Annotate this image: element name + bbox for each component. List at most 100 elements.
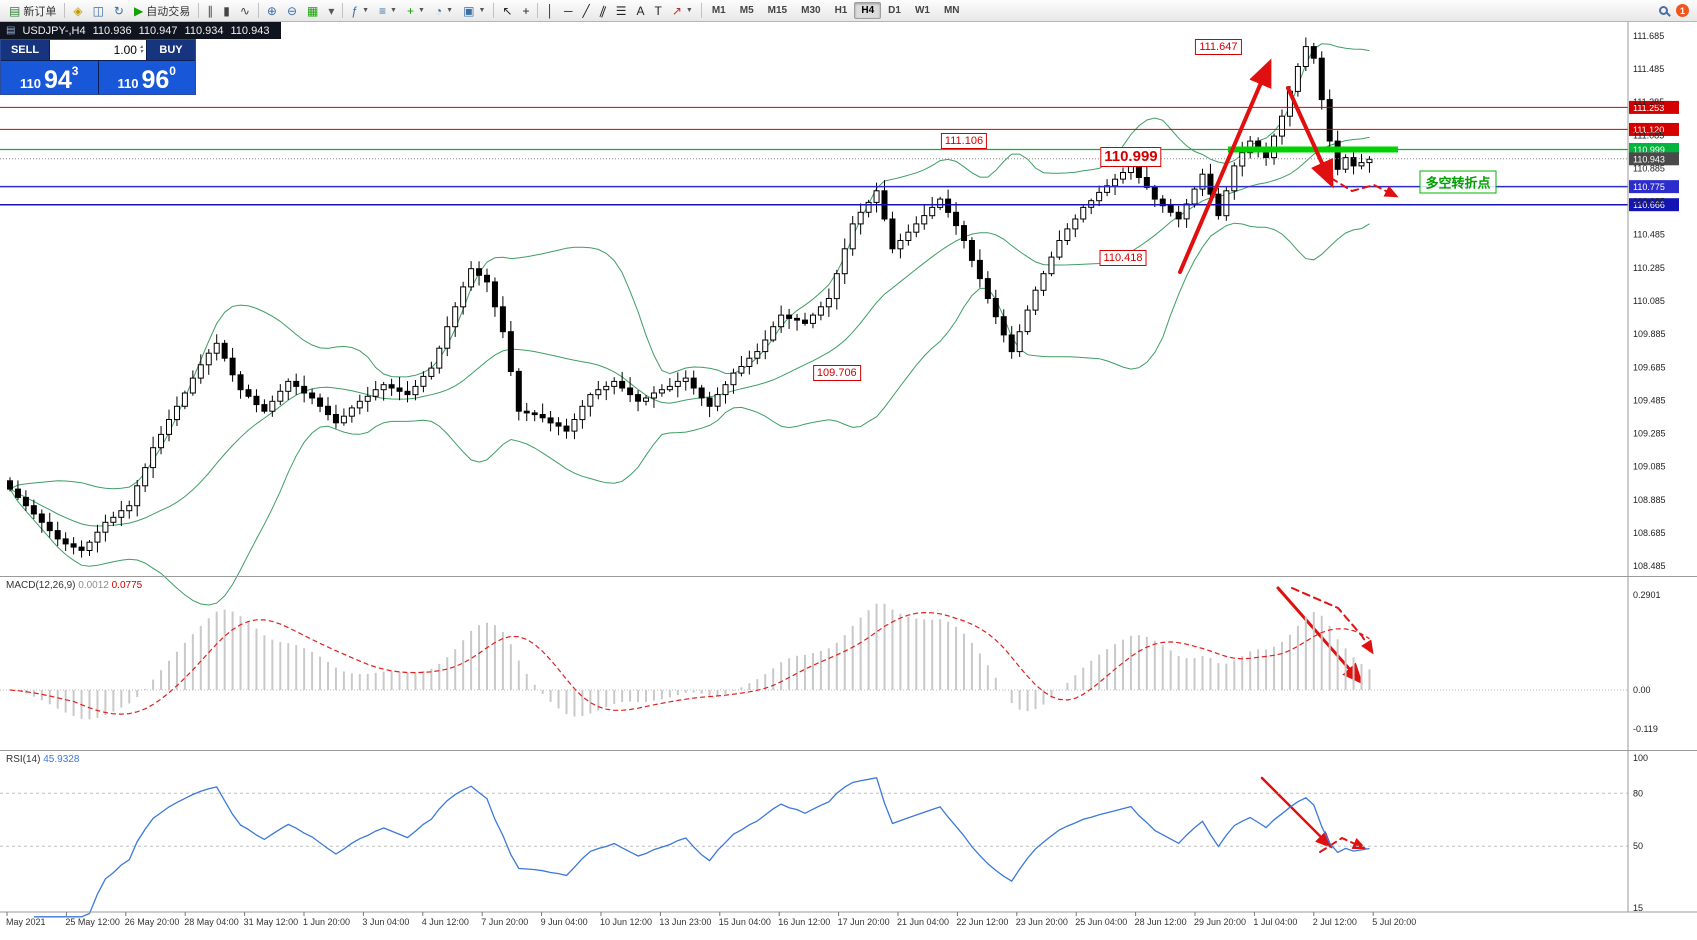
candlestick-chart-type-button[interactable]: ▮ xyxy=(218,2,235,20)
spinner-down-icon[interactable]: ▾ xyxy=(139,49,143,55)
timeframe-m5[interactable]: M5 xyxy=(739,5,754,16)
bar-chart-type-button[interactable]: ∥ xyxy=(202,2,218,20)
candle-body xyxy=(1231,165,1238,192)
candle-body xyxy=(126,505,133,512)
chart-info-bar: ▤ USDJPY-,H4 110.936 110.947 110.934 110… xyxy=(0,22,282,39)
buy-price[interactable]: 110 96 0 xyxy=(97,61,195,94)
timeframe-h1[interactable]: H1 xyxy=(834,5,848,16)
trendline-button[interactable]: ╱ xyxy=(577,2,594,20)
candle-body xyxy=(1294,66,1301,92)
text-label-button[interactable]: T xyxy=(650,2,667,20)
sell-price[interactable]: 110 94 3 xyxy=(1,61,98,94)
history-center-button[interactable]: ◈ xyxy=(68,2,87,20)
trend-arrow[interactable] xyxy=(1319,836,1367,853)
macd-signal-value: 0.0775 xyxy=(111,580,143,591)
candlestick-chart-type-icon: ▮ xyxy=(223,3,230,18)
text-button[interactable]: A xyxy=(631,2,649,20)
sell-button[interactable]: SELL xyxy=(1,40,50,60)
time-axis-label: 29 Jun 20:00 xyxy=(1194,917,1246,927)
toolbar: ▤ 新订单 ◈ ◫ ↻ ▶ 自动交易 ∥ ▮ ∿ ⊕ ⊖ ▦ ▾ ƒ ▼ ≡ ▼ + ▼ ◔ ▼ ▣ ▼ ↖ + │ ─ ╱ ∥ ☰ A T ↗ ▼… xyxy=(0,0,1697,22)
arrows-button-caret-icon: ▼ xyxy=(685,7,693,14)
timeframe-m1[interactable]: M1 xyxy=(711,5,726,16)
candle-body xyxy=(7,480,13,490)
fibonacci-button[interactable]: ☰ xyxy=(611,2,632,20)
candle-body xyxy=(364,395,371,402)
candle-body xyxy=(833,273,840,300)
period-clock-button-caret-icon: ▼ xyxy=(446,7,454,14)
add-indicator-button[interactable]: + ▼ xyxy=(402,2,430,20)
timeframe-d1[interactable]: D1 xyxy=(888,5,901,16)
volume-input[interactable]: 1.00 ▴ ▾ xyxy=(50,40,146,60)
search-icon[interactable] xyxy=(1659,6,1668,15)
vertical-line-button[interactable]: │ xyxy=(541,2,559,20)
new-order-button[interactable]: ▤ 新订单 xyxy=(4,2,61,20)
object-list-button[interactable]: ≡ ▼ xyxy=(374,2,402,20)
spinner-up-icon[interactable]: ▴ xyxy=(139,44,143,50)
chart-close: 110.943 xyxy=(230,24,270,37)
period-clock-button[interactable]: ◔ ▼ xyxy=(430,2,458,20)
candle-body xyxy=(118,510,125,518)
zoom-out-button[interactable]: ⊖ xyxy=(282,2,302,20)
candle-body xyxy=(181,392,188,407)
buy-button[interactable]: BUY xyxy=(146,40,195,60)
candle-body xyxy=(587,394,594,407)
time-axis-label: 22 Jun 12:00 xyxy=(956,917,1008,927)
arrows-button[interactable]: ↗ ▼ xyxy=(667,2,698,20)
timeframe-mn[interactable]: MN xyxy=(943,5,960,16)
trend-arrow[interactable] xyxy=(1330,177,1399,198)
volume-spinner[interactable]: ▴ ▾ xyxy=(139,44,143,55)
line-chart-type-button[interactable]: ∿ xyxy=(235,2,255,20)
candle-body xyxy=(1080,206,1087,220)
trend-arrow[interactable] xyxy=(1260,776,1333,849)
template-button[interactable]: ▣ ▼ xyxy=(458,2,490,20)
refresh-button[interactable]: ↻ xyxy=(109,2,129,20)
time-axis[interactable]: May 2021 25 May 12:00 26 May 20:00 28 May 0… xyxy=(6,912,1416,927)
candle-body xyxy=(619,380,626,389)
candle-body xyxy=(1008,334,1015,353)
candle-body xyxy=(802,319,808,324)
window-layout-icon: ▾ xyxy=(328,3,335,18)
window-layout-dropdown[interactable]: ▾ xyxy=(323,2,339,20)
time-axis-label: 4 Jun 12:00 xyxy=(422,917,469,927)
candle-body xyxy=(1318,57,1325,101)
candle-body xyxy=(213,342,220,354)
timeframe-m15[interactable]: M15 xyxy=(767,5,788,16)
timeframe-w1[interactable]: W1 xyxy=(914,5,930,16)
auto-trading-button[interactable]: ▶ 自动交易 xyxy=(129,2,195,20)
equidistant-channel-button[interactable]: ∥ xyxy=(595,2,611,20)
trend-arrow[interactable] xyxy=(1178,58,1272,274)
time-axis-label: May 2021 xyxy=(6,917,46,927)
candle-body xyxy=(340,415,347,424)
price-axis-tag-text: 111.120 xyxy=(1633,125,1664,135)
candle-body xyxy=(738,366,745,374)
timeframe-h4[interactable]: H4 xyxy=(854,2,882,19)
cursor-button[interactable]: ↖ xyxy=(497,2,517,20)
crosshair-button[interactable]: + xyxy=(517,2,534,20)
template-icon: ▣ xyxy=(463,3,475,18)
candle-body xyxy=(929,206,936,217)
trend-arrow[interactable] xyxy=(1286,86,1334,189)
vertical-line-icon: │ xyxy=(546,3,554,18)
indicator-list-button[interactable]: ƒ ▼ xyxy=(346,2,374,20)
zoom-out-icon: ⊖ xyxy=(286,3,298,18)
trend-arrow[interactable] xyxy=(1291,587,1374,655)
horizontal-line-button[interactable]: ─ xyxy=(559,2,578,20)
notification-badge[interactable]: 1 xyxy=(1676,4,1689,17)
candle-body xyxy=(1302,46,1309,67)
candle-body xyxy=(841,248,848,275)
candle-body xyxy=(611,380,618,387)
price-axis[interactable]: 111.685 111.485 111.285 111.085 110.885 110.6… xyxy=(1633,31,1666,571)
timeframe-m30[interactable]: M30 xyxy=(801,5,821,16)
zoom-in-button[interactable]: ⊕ xyxy=(262,2,282,20)
tile-windows-button[interactable]: ▦ xyxy=(302,2,323,20)
candle-body xyxy=(539,414,546,419)
candle-body xyxy=(762,339,769,353)
candle-body xyxy=(404,390,411,396)
candle-body xyxy=(134,485,141,507)
support-zone[interactable] xyxy=(1228,146,1398,153)
time-axis-label: 17 Jun 20:00 xyxy=(838,917,890,927)
market-watch-button[interactable]: ◫ xyxy=(88,2,109,20)
candle-body xyxy=(690,377,697,389)
